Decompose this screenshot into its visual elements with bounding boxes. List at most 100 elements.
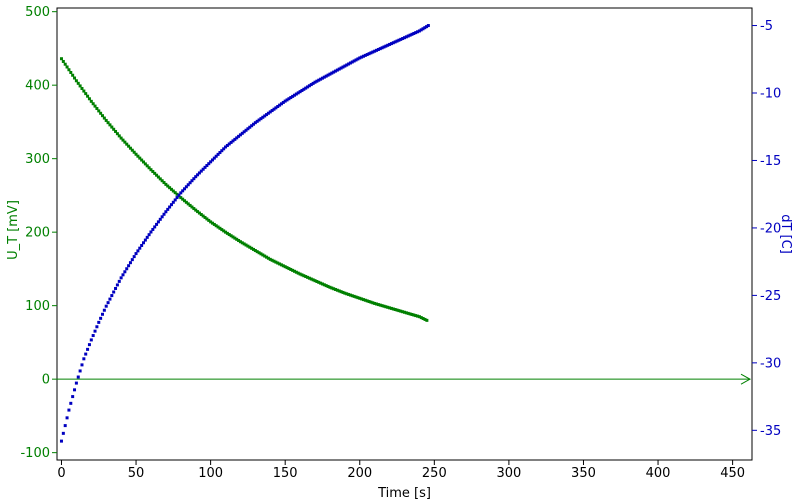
series-point [274,260,278,264]
series-point [117,279,121,283]
series-point [246,244,250,248]
series-point [87,97,91,101]
series-point [175,192,179,196]
series-point [209,220,213,224]
series-point [168,186,172,190]
series-point [110,294,114,298]
series-point [375,302,379,306]
series-point [255,119,259,123]
series-point [356,57,360,61]
series-point [86,347,90,351]
series-point [138,156,142,160]
series-point [399,37,403,41]
series-point [298,272,302,276]
y-right-tick-label: -5 [760,19,773,34]
series-point [283,99,287,103]
series-point [414,314,418,318]
series-point [205,164,209,168]
series-point [59,439,63,443]
series-point [142,160,146,164]
series-point [354,295,358,299]
series-point [416,314,420,318]
plot-frame [56,7,753,461]
zero-line [57,373,752,385]
x-tick-label: 300 [496,466,521,481]
series-point [220,228,224,232]
series-point [369,300,373,304]
series-point [397,309,401,313]
series-point [399,309,403,313]
series-point [302,274,306,278]
series-point [63,424,67,428]
series-point [401,310,405,314]
series-point [343,64,347,68]
series-point [408,33,412,37]
series-point [250,246,254,250]
series-point [347,62,351,66]
y-axis-left-label: U_T [mV] [6,200,21,260]
series-point [268,110,272,114]
series-point [266,111,270,115]
series-point [341,65,345,69]
series-point [324,284,328,288]
series-point [207,162,211,166]
series-point [248,245,252,249]
series-point [130,148,134,152]
series-point [100,312,104,316]
series-point [227,142,231,146]
series-point [210,221,214,225]
series-point [373,49,377,53]
series-point [184,200,188,204]
series-point [270,109,274,113]
series-point [339,290,343,294]
series-point [251,247,255,251]
series-point [332,70,336,74]
series-point [61,431,65,435]
series-point [328,72,332,76]
series-point [257,251,261,255]
series-point [304,86,308,90]
series-point [408,312,412,316]
series-point [311,278,315,282]
series-point [365,299,369,303]
series-point [179,196,183,200]
series-point [203,165,207,169]
series-point [125,142,129,146]
series-point [71,73,75,77]
series-point [222,229,226,233]
series-point [186,202,190,206]
series-point [283,265,287,269]
series-point [326,73,330,77]
series-point [404,35,408,39]
series-point [149,230,153,234]
series-point [114,286,118,290]
y-right-tick-label: -35 [760,424,781,439]
series-point [205,217,209,221]
series-point [76,375,80,379]
series-point [225,231,229,235]
series-point [322,75,326,79]
series-point [82,357,86,361]
series-point [259,252,263,256]
series-point [183,187,187,191]
series-point [76,81,80,85]
zero-line-arrowhead [740,373,752,385]
series-point [419,316,423,320]
series-point [401,37,405,41]
x-axis: 0 50 100 150 200 250 300 350 400 450 [57,460,745,481]
series-point [173,198,177,202]
series-point [218,151,222,155]
series-point [358,296,362,300]
series-point [319,281,323,285]
series-point [332,287,336,291]
series-point [380,46,384,50]
series-point [86,94,90,98]
series-point [104,118,108,122]
series-point [214,224,218,228]
series-point [281,264,285,268]
series-point [345,63,349,67]
series-point [186,183,190,187]
x-tick-label: 50 [128,466,145,481]
series-point [320,282,324,286]
